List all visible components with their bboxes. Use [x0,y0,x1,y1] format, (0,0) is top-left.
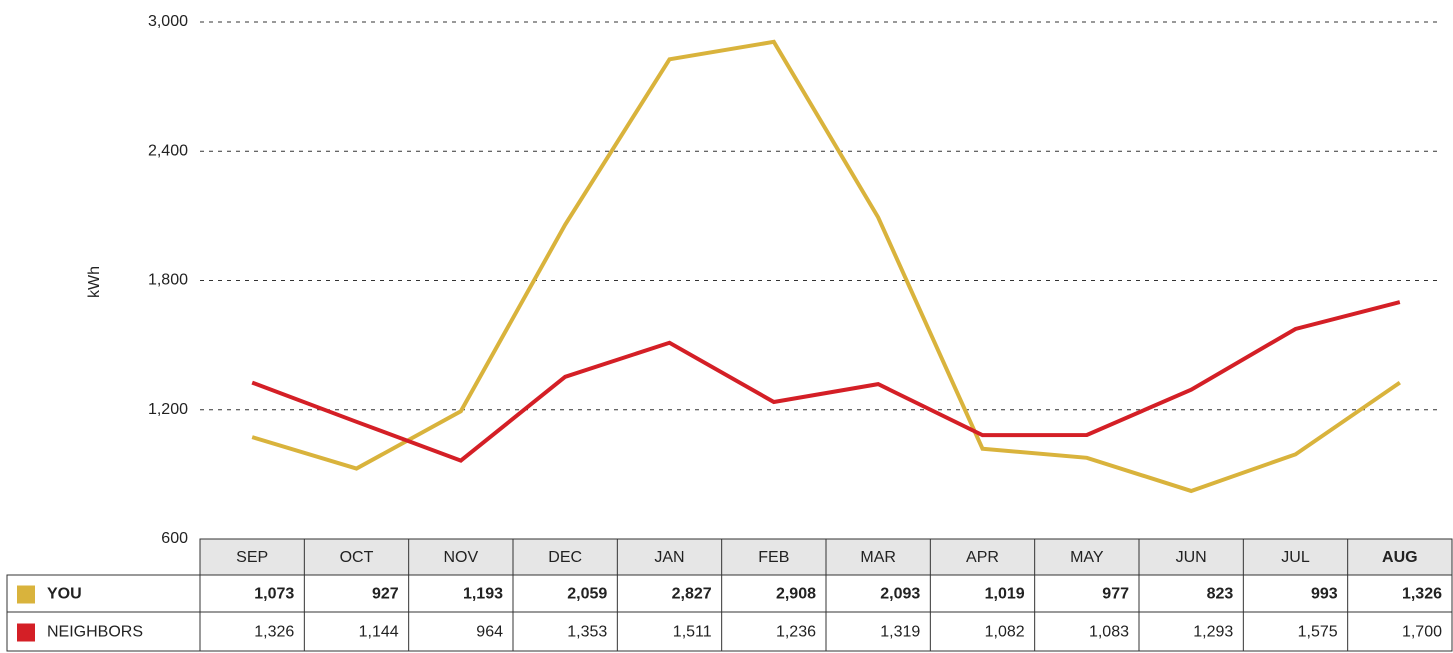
x-tick-label: MAY [1070,549,1104,566]
table-value: 1,073 [254,586,294,603]
x-tick-label: AUG [1382,549,1418,566]
table-value: 1,353 [567,624,607,641]
table-value: 1,511 [673,624,712,641]
x-tick-label: OCT [340,549,374,566]
table-value: 1,326 [254,624,294,641]
table-value: 1,144 [359,624,399,641]
legend-label: YOU [47,586,82,603]
x-tick-label: FEB [758,549,789,566]
table-value: 927 [372,586,399,603]
x-tick-label: SEP [236,549,268,566]
table-value: 964 [476,624,503,641]
table-value: 993 [1311,586,1338,603]
x-tick-label: JAN [654,549,684,566]
y-tick-label: 600 [161,530,188,547]
table-value: 2,827 [672,586,712,603]
y-tick-label: 2,400 [148,142,188,159]
table-value: 1,293 [1193,624,1233,641]
table-value: 1,326 [1402,586,1442,603]
table-value: 1,319 [880,624,920,641]
table-value: 1,082 [985,624,1025,641]
x-tick-label: APR [966,549,999,566]
y-tick-label: 1,800 [148,272,188,289]
x-tick-label: DEC [548,549,582,566]
legend-swatch [17,585,35,604]
table-value: 2,908 [776,586,816,603]
x-tick-label: NOV [443,549,478,566]
table-body [6,574,1453,652]
table-value: 1,083 [1089,624,1129,641]
x-tick-label: MAR [860,549,896,566]
y-tick-label: 3,000 [148,13,188,30]
series-line [251,39,1401,494]
y-axis-label: kWh [86,266,103,298]
y-tick-label: 1,200 [148,401,188,418]
series-line [251,300,1401,463]
table-value: 1,193 [463,586,503,603]
x-tick-label: JUN [1176,549,1207,566]
table-value: 1,575 [1298,624,1338,641]
x-tick-label: JUL [1281,549,1310,566]
table-value: 1,236 [776,624,816,641]
table-value: 1,019 [985,586,1025,603]
legend-label: NEIGHBORS [47,624,143,641]
table-value: 2,059 [567,586,607,603]
table-value: 1,700 [1402,624,1442,641]
legend-swatch [17,623,35,642]
table-value: 823 [1207,586,1234,603]
table-value: 977 [1102,586,1129,603]
table-value: 2,093 [880,586,920,603]
